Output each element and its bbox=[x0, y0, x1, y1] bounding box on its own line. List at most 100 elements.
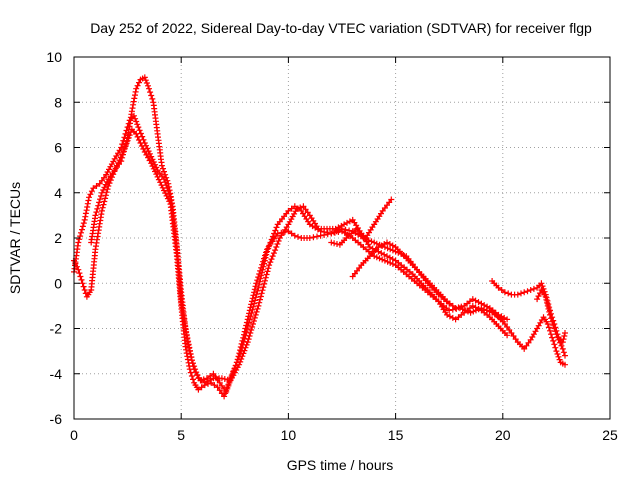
data-point bbox=[552, 328, 559, 335]
data-point bbox=[539, 283, 546, 290]
data-point bbox=[252, 297, 258, 304]
data-point bbox=[120, 137, 127, 144]
data-point bbox=[249, 306, 256, 313]
data-point bbox=[261, 280, 268, 287]
data-point bbox=[96, 220, 103, 227]
axis-ticks: 0 5 10 15 20 25 -6 -4 -2 0 2 4 6 8 10 bbox=[46, 49, 618, 443]
data-point bbox=[274, 241, 281, 247]
data-point bbox=[239, 353, 246, 360]
data-point bbox=[247, 313, 254, 320]
data-point bbox=[163, 174, 170, 181]
data-point bbox=[514, 291, 521, 298]
data-point bbox=[545, 324, 552, 331]
data-point bbox=[136, 127, 143, 134]
data-point bbox=[339, 225, 345, 232]
data-point bbox=[76, 270, 83, 277]
data-point bbox=[99, 204, 106, 211]
data-point bbox=[120, 151, 126, 158]
data-point bbox=[261, 260, 268, 267]
x-axis-title: GPS time / hours bbox=[287, 457, 394, 473]
data-point bbox=[96, 199, 103, 206]
data-point bbox=[221, 376, 228, 382]
data-point bbox=[252, 294, 259, 301]
data-point bbox=[259, 266, 266, 273]
data-point bbox=[446, 307, 453, 314]
data-point bbox=[243, 329, 250, 336]
data-point bbox=[521, 345, 528, 352]
data-point bbox=[256, 299, 263, 306]
data-point bbox=[379, 256, 386, 263]
data-point bbox=[530, 285, 537, 292]
data-point bbox=[188, 357, 195, 364]
data-point bbox=[121, 145, 128, 152]
data-point bbox=[387, 259, 394, 266]
data-point bbox=[256, 278, 263, 285]
data-point bbox=[270, 250, 277, 257]
data-point bbox=[262, 274, 269, 281]
chart-title: Day 252 of 2022, Sidereal Day-to-day VTE… bbox=[90, 20, 592, 36]
data-point bbox=[273, 244, 280, 250]
data-point bbox=[193, 369, 200, 376]
data-point bbox=[104, 178, 110, 185]
data-point bbox=[553, 348, 560, 355]
data-point bbox=[555, 353, 562, 360]
data-point bbox=[190, 360, 196, 367]
data-point bbox=[78, 276, 85, 283]
data-point bbox=[554, 351, 561, 357]
data-point bbox=[119, 154, 126, 161]
data-point bbox=[268, 256, 275, 263]
data-point bbox=[306, 235, 313, 241]
series-track-7 bbox=[489, 307, 568, 368]
data-point bbox=[144, 145, 151, 152]
data-point bbox=[524, 288, 531, 295]
data-point bbox=[186, 344, 193, 351]
data-point bbox=[142, 77, 149, 84]
data-point bbox=[504, 332, 511, 339]
data-point bbox=[544, 302, 551, 309]
data-point bbox=[224, 376, 231, 383]
data-point bbox=[254, 305, 261, 312]
data-point bbox=[161, 187, 167, 194]
y-axis-title: SDTVAR / TECUs bbox=[7, 182, 23, 294]
data-point bbox=[141, 74, 148, 81]
data-point bbox=[381, 257, 388, 264]
data-point bbox=[562, 330, 568, 336]
data-point bbox=[135, 124, 142, 131]
x-tick-label: 10 bbox=[281, 427, 297, 443]
data-point bbox=[245, 322, 252, 329]
x-tick-label: 0 bbox=[70, 427, 78, 443]
data-point bbox=[285, 228, 292, 235]
data-point bbox=[87, 191, 94, 198]
data-point bbox=[104, 186, 111, 193]
data-point bbox=[285, 207, 292, 214]
data-point bbox=[162, 171, 169, 178]
data-point bbox=[191, 363, 198, 370]
data-point bbox=[84, 204, 91, 210]
data-point bbox=[560, 349, 567, 356]
data-point bbox=[198, 377, 205, 384]
data-point bbox=[237, 358, 244, 365]
data-point bbox=[498, 287, 505, 293]
data-point bbox=[133, 85, 140, 92]
data-point bbox=[258, 272, 265, 279]
data-point bbox=[546, 308, 553, 315]
data-point bbox=[192, 366, 199, 373]
data-point bbox=[133, 118, 140, 125]
data-point bbox=[268, 236, 275, 243]
data-point bbox=[543, 296, 550, 303]
data-point bbox=[275, 238, 282, 244]
data-point bbox=[271, 230, 278, 237]
data-point bbox=[342, 226, 349, 233]
data-point bbox=[248, 310, 255, 317]
data-point bbox=[161, 168, 167, 175]
x-tick-label: 20 bbox=[495, 427, 511, 443]
y-tick-label: 0 bbox=[54, 275, 62, 291]
data-point bbox=[82, 210, 89, 217]
y-tick-label: -2 bbox=[50, 321, 63, 337]
data-point bbox=[257, 293, 264, 300]
data-point bbox=[562, 352, 568, 359]
data-point bbox=[455, 304, 462, 311]
data-point bbox=[244, 326, 251, 332]
data-point bbox=[549, 318, 556, 325]
